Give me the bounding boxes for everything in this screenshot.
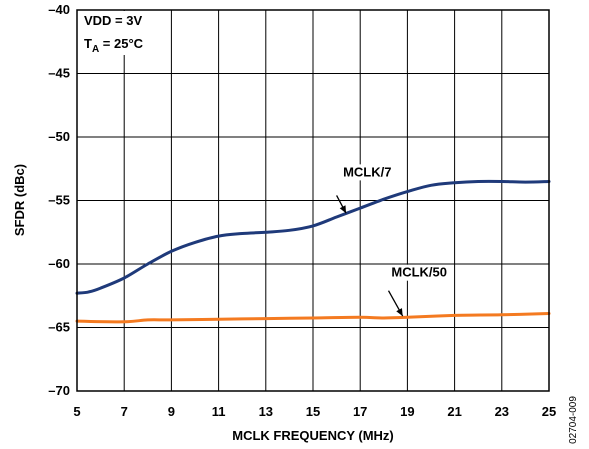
annotation-arrowhead-1 bbox=[396, 308, 403, 317]
y-tick-label-1: –45 bbox=[48, 66, 70, 81]
x-tick-label-0: 5 bbox=[73, 404, 80, 419]
x-tick-label-2: 9 bbox=[168, 404, 175, 419]
y-tick-label-3: –55 bbox=[48, 193, 70, 208]
x-tick-label-6: 17 bbox=[353, 404, 367, 419]
annotation-bg-1 bbox=[386, 264, 452, 281]
x-tick-label-8: 21 bbox=[447, 404, 461, 419]
condition-temp-value: = 25°C bbox=[99, 36, 143, 51]
x-tick-label-5: 15 bbox=[306, 404, 320, 419]
condition-temp-symbol: T bbox=[84, 36, 92, 51]
figure-id: 02704-009 bbox=[568, 396, 579, 444]
y-tick-label-5: –65 bbox=[48, 320, 70, 335]
condition-temp: TA = 25°C bbox=[84, 36, 144, 55]
annotation-label-1: MCLK/50 bbox=[391, 265, 447, 280]
annotations: MCLK/7 MCLK/50 bbox=[336, 164, 452, 317]
grid-lines bbox=[76, 9, 550, 392]
x-tick-label-9: 23 bbox=[495, 404, 509, 419]
x-tick-label-3: 11 bbox=[212, 404, 226, 419]
y-tick-label-2: –50 bbox=[48, 129, 70, 144]
annotation-label-0: MCLK/7 bbox=[343, 164, 391, 179]
x-tick-labels: 5 7 9 11 13 15 17 19 21 23 25 bbox=[73, 404, 556, 419]
series-line-1 bbox=[75, 312, 551, 324]
conditions-box-bg bbox=[78, 11, 170, 55]
series-lines bbox=[75, 179, 551, 324]
x-tick-label-10: 25 bbox=[542, 404, 556, 419]
x-tick-label-4: 13 bbox=[259, 404, 273, 419]
x-tick-label-1: 7 bbox=[121, 404, 128, 419]
x-tick-label-7: 19 bbox=[400, 404, 414, 419]
y-axis-label: SFDR (dBc) bbox=[12, 164, 27, 236]
y-tick-label-4: –60 bbox=[48, 256, 70, 271]
condition-temp-subscript: A bbox=[92, 44, 99, 55]
y-tick-label-6: –70 bbox=[48, 383, 70, 398]
plot-frame bbox=[76, 9, 550, 392]
y-tick-label-0: –40 bbox=[48, 2, 70, 17]
annotation-bg-0 bbox=[338, 164, 396, 181]
annotation-arrowhead-0 bbox=[339, 205, 347, 214]
condition-vdd: VDD = 3V bbox=[84, 13, 142, 28]
series-line-0 bbox=[75, 179, 551, 295]
y-tick-labels: –40 –45 –50 –55 –60 –65 –70 bbox=[48, 2, 70, 398]
x-axis-label: MCLK FREQUENCY (MHz) bbox=[232, 428, 394, 443]
